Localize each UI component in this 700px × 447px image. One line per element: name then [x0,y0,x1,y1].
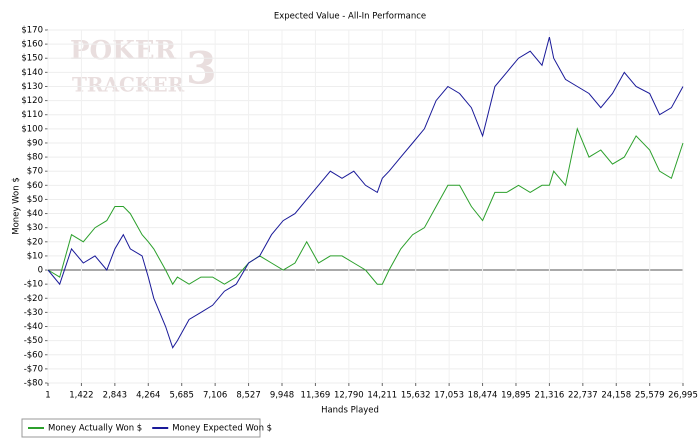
legend-label: Money Expected Won $ [172,424,272,434]
y-tick-label: $10 [27,251,43,261]
x-tick-label: 22,737 [568,391,598,401]
y-tick-label: $80 [27,153,43,163]
y-tick-label: -$70 [24,364,43,374]
x-tick-label: 26,995 [668,391,698,401]
x-tick-label: 4,264 [136,391,160,401]
y-tick-label: -$50 [24,336,43,346]
x-tick-label: 19,895 [501,391,531,401]
y-tick-label: -$40 [24,322,43,332]
x-tick-label: 25,579 [635,391,665,401]
legend-box [21,418,261,438]
legend: Money Actually Won $ Money Expected Won $ [21,418,272,438]
x-tick-label: 9,948 [270,391,294,401]
y-tick-label: 0 [38,266,43,276]
x-tick-label: 1,422 [69,391,93,401]
y-tick-label: $20 [27,237,43,247]
watermark: POKER [70,36,177,66]
x-tick-label: 1 [45,391,50,401]
x-tick-label: 2,843 [103,391,127,401]
series-line [47,36,684,349]
y-tick-label: $120 [21,96,43,106]
y-tick-label: -$60 [24,350,43,360]
x-tick-label: 14,211 [367,391,397,401]
legend-label: Money Actually Won $ [48,424,142,434]
y-tick-label: $50 [27,195,43,205]
x-tick-label: 11,369 [301,391,331,401]
y-tick-label: $140 [21,68,43,78]
y-axis-label: Money Won $ [12,177,22,235]
y-tick-label: $130 [21,82,43,92]
y-tick-label: -$80 [24,379,43,389]
y-tick-label: $170 [21,26,43,36]
y-tick-label: -$20 [24,294,43,304]
x-axis-label: Hands Played [321,406,379,416]
y-tick-label: $30 [27,223,43,233]
y-tick-label: $90 [27,138,43,148]
y-tick-label: $110 [21,110,43,120]
watermark: TRACKER [72,73,185,97]
y-tick-label: $60 [27,181,43,191]
x-tick-label: 5,685 [170,391,194,401]
x-tick-label: 24,158 [601,391,631,401]
x-tick-label: 12,790 [334,391,364,401]
chart-title: Expected Value - All-In Performance [274,12,426,22]
series-line [47,127,684,286]
x-tick-label: 8,527 [236,391,260,401]
y-tick-label: -$30 [24,308,43,318]
y-tick-label: $100 [21,124,43,134]
x-tick-label: 17,053 [434,391,464,401]
y-tick-label: $40 [27,209,43,219]
x-tick-label: 15,632 [401,391,431,401]
y-tick-label: $160 [21,40,43,50]
x-tick-label: 21,316 [535,391,565,401]
y-tick-label: $70 [27,167,43,177]
y-tick-label: -$10 [24,280,43,290]
x-tick-label: 7,106 [203,391,227,401]
x-tick-label: 18,474 [468,391,498,401]
y-tick-label: $150 [21,54,43,64]
